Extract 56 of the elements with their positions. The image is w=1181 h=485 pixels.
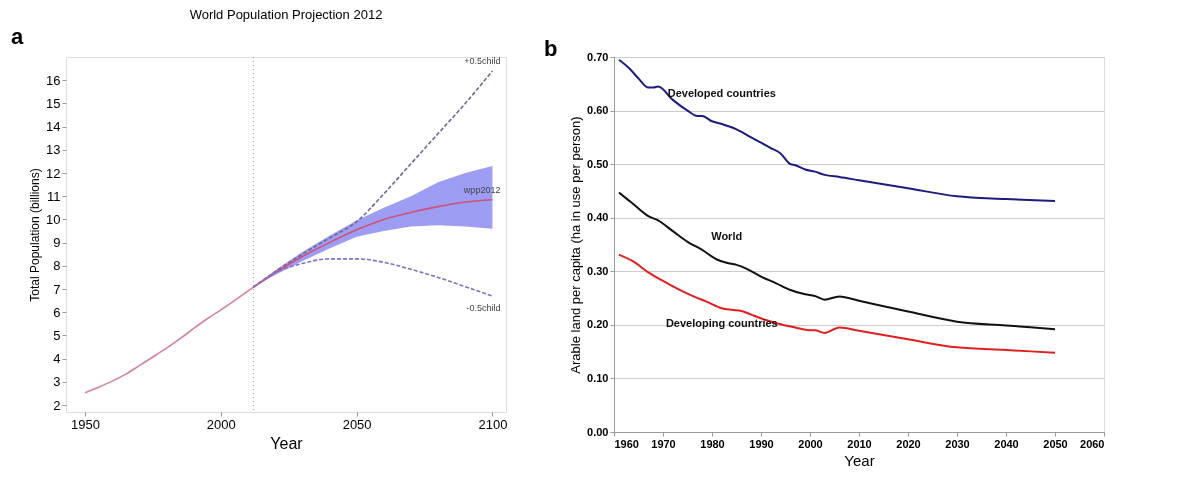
x-tick-label: 1980 [700, 437, 725, 450]
line-series [617, 253, 1056, 354]
y-tick-label: 7 [53, 281, 61, 297]
y-tick-label: 4 [53, 351, 61, 367]
y-tick-label: 5 [53, 327, 61, 343]
line-series [617, 191, 1056, 331]
line-series [84, 286, 255, 394]
line-series [252, 258, 494, 297]
y-axis-title: Total Population (billions) [28, 168, 43, 302]
series-label: wpp2012 [462, 184, 501, 195]
x-tick-label: 2020 [896, 437, 921, 450]
y-tick-label: 6 [53, 304, 61, 320]
x-tick-label: 1960 [614, 437, 639, 450]
y-tick-label: 11 [47, 188, 61, 204]
x-tick-label: 1970 [651, 437, 676, 450]
series-label: Developing countries [665, 317, 778, 330]
series-label: World [711, 229, 743, 242]
y-tick-label: 0.00 [587, 425, 609, 438]
x-tick-label: 2010 [847, 437, 872, 450]
y-tick-label: 12 [46, 165, 61, 181]
y-tick-label: 2 [53, 397, 61, 413]
y-tick-label: 0.30 [587, 264, 609, 277]
y-tick-label: 0.60 [587, 104, 609, 117]
x-tick-label: 2050 [342, 416, 372, 432]
x-axis-title: Year [844, 451, 875, 469]
x-axis-title: Year [270, 434, 304, 452]
series-label: +0.5child [464, 55, 501, 66]
x-tick-label: 2060 [1080, 437, 1105, 450]
series-label: Developed countries [667, 86, 776, 99]
y-tick-label: 16 [46, 72, 61, 88]
x-tick-label: 1950 [71, 416, 100, 432]
x-tick-label: 2050 [1043, 437, 1068, 450]
y-axis-title: Arable land per capita (ha in use per person) [568, 116, 584, 374]
text: a [11, 24, 24, 49]
x-tick-label: 2000 [206, 416, 236, 432]
x-tick-label: 2100 [478, 416, 508, 432]
y-tick-label: 15 [46, 95, 61, 111]
y-tick-label: 0.70 [587, 50, 609, 63]
y-tick-label: 8 [53, 258, 61, 274]
y-tick-label: 10 [46, 211, 61, 227]
line-series [617, 58, 1056, 203]
y-tick-label: 14 [46, 119, 61, 135]
y-tick-label: 0.20 [587, 318, 609, 331]
text: b [544, 36, 558, 61]
x-tick-label: 2030 [945, 437, 970, 450]
chart-title: World Population Projection 2012 [189, 7, 383, 22]
x-tick-label: 2040 [994, 437, 1019, 450]
x-tick-label: 1990 [749, 437, 774, 450]
y-tick-label: 3 [53, 374, 61, 390]
y-tick-label: 13 [46, 142, 61, 158]
x-tick-label: 2000 [798, 437, 823, 450]
series-label: -0.5child [466, 302, 501, 313]
y-tick-label: 0.50 [587, 157, 609, 170]
y-tick-label: 0.10 [587, 371, 609, 384]
y-tick-label: 9 [53, 235, 61, 251]
y-tick-label: 0.40 [587, 211, 609, 224]
